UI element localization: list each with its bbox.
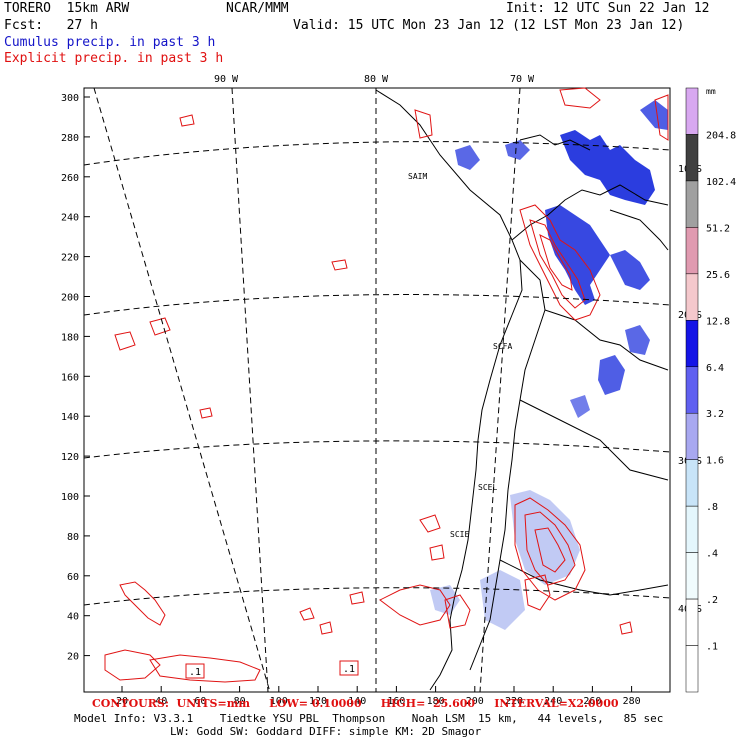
x-tick-label: 120 [309, 696, 327, 707]
colorbar-level: 102.4 [706, 177, 736, 188]
colorbar-level: 204.8 [706, 130, 736, 141]
latlon-grid [83, 87, 671, 693]
x-tick-label: 160 [387, 696, 405, 707]
cumulus-precip [455, 100, 668, 418]
colorbar-segment [685, 412, 699, 460]
colorbar-segment [685, 134, 699, 182]
physics-info: LW: Godd SW: Goddard DIFF: simple KM: 2D… [170, 725, 482, 738]
y-tick-label: 140 [61, 412, 79, 423]
y-tick-label: 280 [61, 133, 79, 144]
colorbar-segment [685, 505, 699, 553]
y-tick-label: 100 [61, 492, 79, 503]
contour-label-2: .1 [343, 664, 355, 675]
colorbar-level: .8 [706, 502, 718, 513]
colorbar-segment [685, 459, 699, 507]
valid-time: Valid: 15 UTC Mon 23 Jan 12 (12 LST Mon … [293, 18, 685, 33]
model-info: Model Info: V3.3.1 Tiedtke YSU PBL Thomp… [74, 712, 664, 725]
y-tick-label: 300 [61, 93, 79, 104]
x-tick-label: 40 [155, 696, 167, 707]
forecast-hour: Fcst: 27 h [4, 18, 98, 33]
x-tick-label: 200 [466, 696, 484, 707]
map-frame [83, 87, 671, 693]
y-tick-label: 60 [67, 572, 79, 583]
y-tick-label: 160 [61, 372, 79, 383]
y-tick-label: 80 [67, 532, 79, 543]
colorbar-segment [685, 366, 699, 414]
contour-box-1 [185, 663, 205, 679]
colorbar-segment [685, 552, 699, 600]
contour-info: CONTOURS: UNITS=mm LOW= 0.10000 HIGH= 25… [92, 697, 619, 710]
init-time: Init: 12 UTC Sun 22 Jan 12 [506, 1, 710, 16]
x-tick-label: 140 [348, 696, 366, 707]
station-scel: SCEL [478, 483, 497, 492]
x-tick-label: 60 [194, 696, 206, 707]
colorbar-unit: mm [706, 87, 716, 96]
x-tick-label: 20 [116, 696, 128, 707]
colorbar-segment [685, 180, 699, 228]
colorbar-segment [685, 87, 699, 135]
colorbar-level: 1.6 [706, 456, 724, 467]
explicit-contours [104, 87, 669, 683]
x-axis-ticks: 20 40 60 80 100 120 140 160 180 200 220 240 260 280 [116, 686, 641, 707]
lon-label-90w: 90 W [214, 74, 239, 85]
cumulus-legend: Cumulus precip. in past 3 h [4, 35, 216, 50]
colorbar-segment [685, 645, 699, 693]
y-tick-label: 240 [61, 213, 79, 224]
y-tick-label: 40 [67, 612, 79, 623]
colorbar-level: 51.2 [706, 223, 730, 234]
model-title: TORERO 15km ARW [4, 1, 130, 16]
colorbar-level: 6.4 [706, 363, 724, 374]
colorbar-segment [685, 227, 699, 275]
lon-label-80w: 80 W [364, 74, 389, 85]
y-tick-label: 200 [61, 293, 79, 304]
station-scie: SCIE [450, 530, 469, 539]
colorbar-level: .4 [706, 549, 718, 560]
y-axis-ticks: 300 280 260 240 220 200 180 160 140 120 100 80 60 40 2… [61, 93, 90, 663]
colorbar-level: .1 [706, 642, 718, 653]
colorbar-level: 12.8 [706, 316, 730, 327]
y-tick-label: 220 [61, 253, 79, 264]
station-scfa: SCFA [493, 342, 512, 351]
x-tick-label: 220 [505, 696, 523, 707]
y-tick-label: 260 [61, 173, 79, 184]
center-label: NCAR/MMM [226, 1, 289, 16]
x-tick-label: 80 [234, 696, 246, 707]
station-saim: SAIM [408, 172, 427, 181]
colorbar-level: .2 [706, 595, 718, 606]
colorbar-level: 3.2 [706, 409, 724, 420]
x-tick-label: 260 [583, 696, 601, 707]
colorbar: 204.8 102.4 51.2 25.6 12.8 6.4 3.2 1.6 .8 .4 .2 .1 [685, 87, 736, 693]
colorbar-segment [685, 273, 699, 321]
colorbar-level: 25.6 [706, 270, 730, 281]
explicit-legend: Explicit precip. in past 3 h [4, 51, 224, 66]
x-tick-label: 180 [427, 696, 445, 707]
contour-box-2 [339, 660, 359, 676]
x-tick-label: 280 [623, 696, 641, 707]
colorbar-segment [685, 320, 699, 368]
x-tick-label: 100 [270, 696, 288, 707]
x-tick-label: 240 [544, 696, 562, 707]
y-tick-label: 180 [61, 332, 79, 343]
colorbar-segment [685, 598, 699, 646]
lon-label-70w: 70 W [510, 74, 535, 85]
y-tick-label: 120 [61, 452, 79, 463]
contour-label-1: .1 [189, 667, 201, 678]
y-tick-label: 20 [67, 652, 79, 663]
coastline [375, 89, 669, 691]
